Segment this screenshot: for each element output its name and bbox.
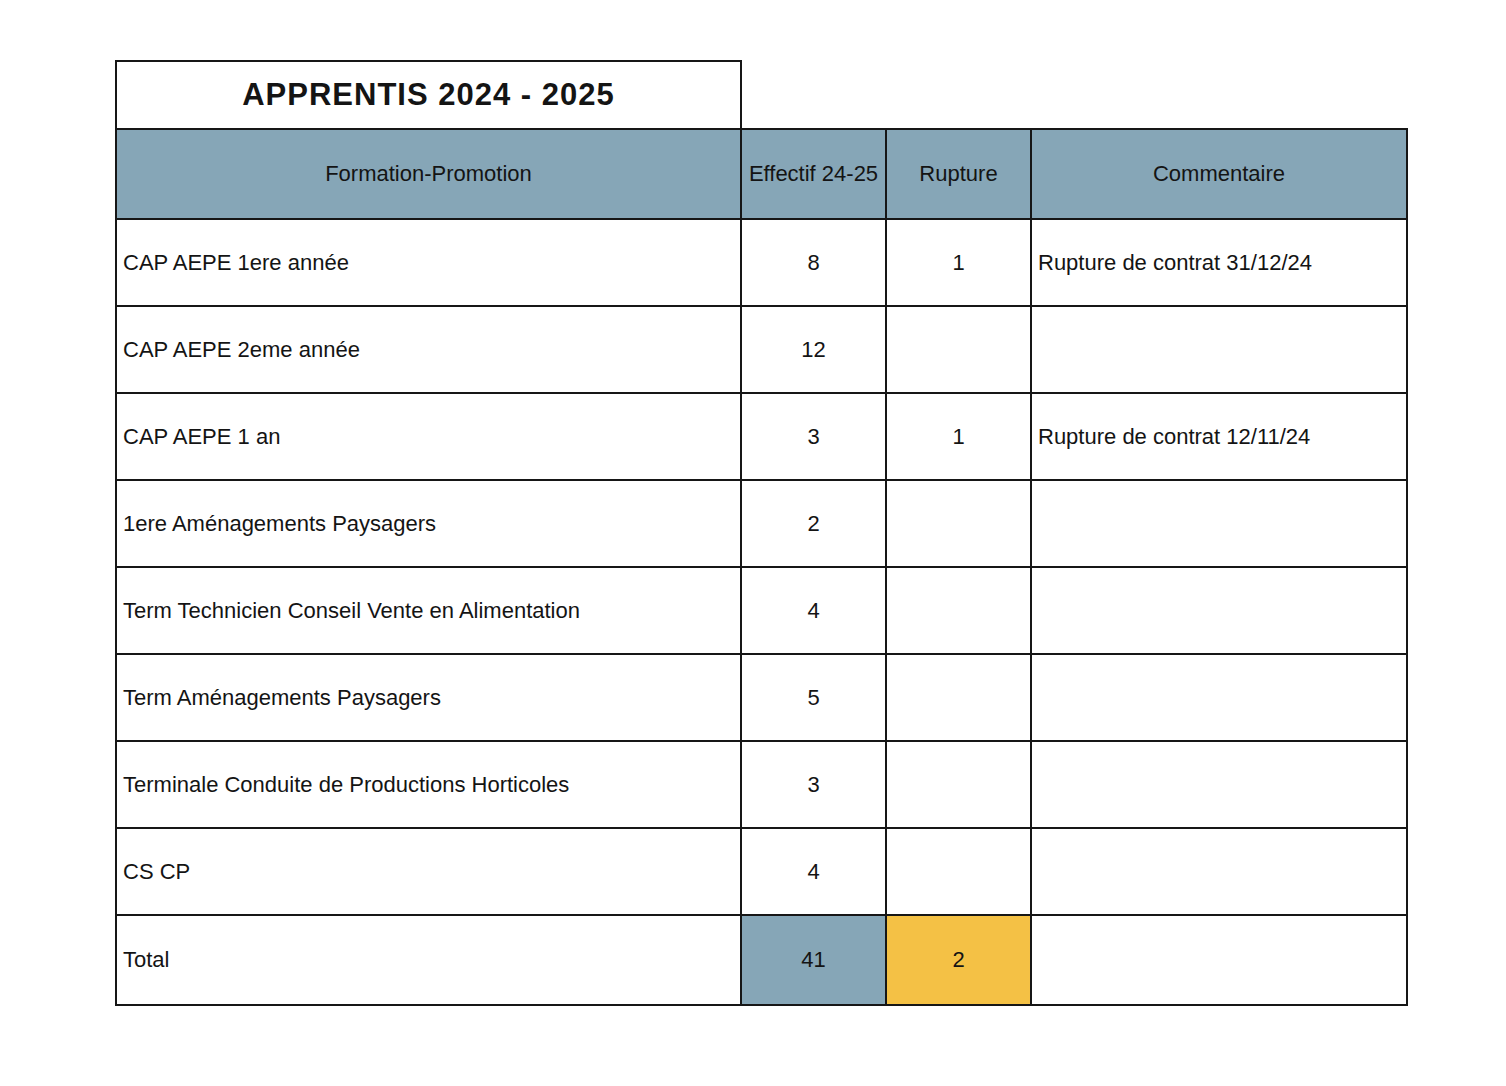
rupture-cell: 1: [886, 393, 1031, 480]
effectif-cell: 4: [741, 567, 886, 654]
column-header-effectif: Effectif 24-25: [741, 129, 886, 219]
commentaire-cell: [1031, 828, 1407, 915]
page-title: APPRENTIS 2024 - 2025: [116, 61, 741, 129]
total-commentaire-cell: [1031, 915, 1407, 1005]
apprentis-table: APPRENTIS 2024 - 2025 Formation-Promotio…: [115, 60, 1408, 1006]
effectif-cell: 5: [741, 654, 886, 741]
total-label-cell: Total: [116, 915, 741, 1005]
commentaire-cell: [1031, 654, 1407, 741]
table-row: CAP AEPE 1ere année 8 1 Rupture de contr…: [116, 219, 1407, 306]
total-rupture-cell: 2: [886, 915, 1031, 1005]
formation-cell: CS CP: [116, 828, 741, 915]
total-row: Total 41 2: [116, 915, 1407, 1005]
total-effectif-cell: 41: [741, 915, 886, 1005]
commentaire-cell: [1031, 306, 1407, 393]
apprentis-sheet: APPRENTIS 2024 - 2025 Formation-Promotio…: [115, 60, 1408, 1006]
blank-area: [741, 61, 886, 129]
rupture-cell: [886, 306, 1031, 393]
table-row: Term Aménagements Paysagers 5: [116, 654, 1407, 741]
commentaire-cell: Rupture de contrat 12/11/24: [1031, 393, 1407, 480]
table-row: CAP AEPE 2eme année 12: [116, 306, 1407, 393]
commentaire-cell: Rupture de contrat 31/12/24: [1031, 219, 1407, 306]
formation-cell: CAP AEPE 2eme année: [116, 306, 741, 393]
effectif-cell: 8: [741, 219, 886, 306]
blank-area: [1031, 61, 1407, 129]
rupture-cell: [886, 828, 1031, 915]
formation-cell: CAP AEPE 1ere année: [116, 219, 741, 306]
rupture-cell: [886, 741, 1031, 828]
table-row: Term Technicien Conseil Vente en Aliment…: [116, 567, 1407, 654]
blank-area: [886, 61, 1031, 129]
effectif-cell: 12: [741, 306, 886, 393]
column-header-commentaire: Commentaire: [1031, 129, 1407, 219]
table-header-row: Formation-Promotion Effectif 24-25 Ruptu…: [116, 129, 1407, 219]
commentaire-cell: [1031, 741, 1407, 828]
column-header-formation: Formation-Promotion: [116, 129, 741, 219]
column-header-rupture: Rupture: [886, 129, 1031, 219]
effectif-cell: 2: [741, 480, 886, 567]
formation-cell: CAP AEPE 1 an: [116, 393, 741, 480]
formation-cell: Term Technicien Conseil Vente en Aliment…: [116, 567, 741, 654]
effectif-cell: 3: [741, 741, 886, 828]
title-row: APPRENTIS 2024 - 2025: [116, 61, 1407, 129]
rupture-cell: [886, 654, 1031, 741]
commentaire-cell: [1031, 480, 1407, 567]
table-row: CAP AEPE 1 an 3 1 Rupture de contrat 12/…: [116, 393, 1407, 480]
formation-cell: 1ere Aménagements Paysagers: [116, 480, 741, 567]
table-row: Terminale Conduite de Productions Hortic…: [116, 741, 1407, 828]
commentaire-cell: [1031, 567, 1407, 654]
table-row: 1ere Aménagements Paysagers 2: [116, 480, 1407, 567]
rupture-cell: [886, 567, 1031, 654]
effectif-cell: 3: [741, 393, 886, 480]
rupture-cell: 1: [886, 219, 1031, 306]
effectif-cell: 4: [741, 828, 886, 915]
rupture-cell: [886, 480, 1031, 567]
table-row: CS CP 4: [116, 828, 1407, 915]
formation-cell: Terminale Conduite de Productions Hortic…: [116, 741, 741, 828]
formation-cell: Term Aménagements Paysagers: [116, 654, 741, 741]
